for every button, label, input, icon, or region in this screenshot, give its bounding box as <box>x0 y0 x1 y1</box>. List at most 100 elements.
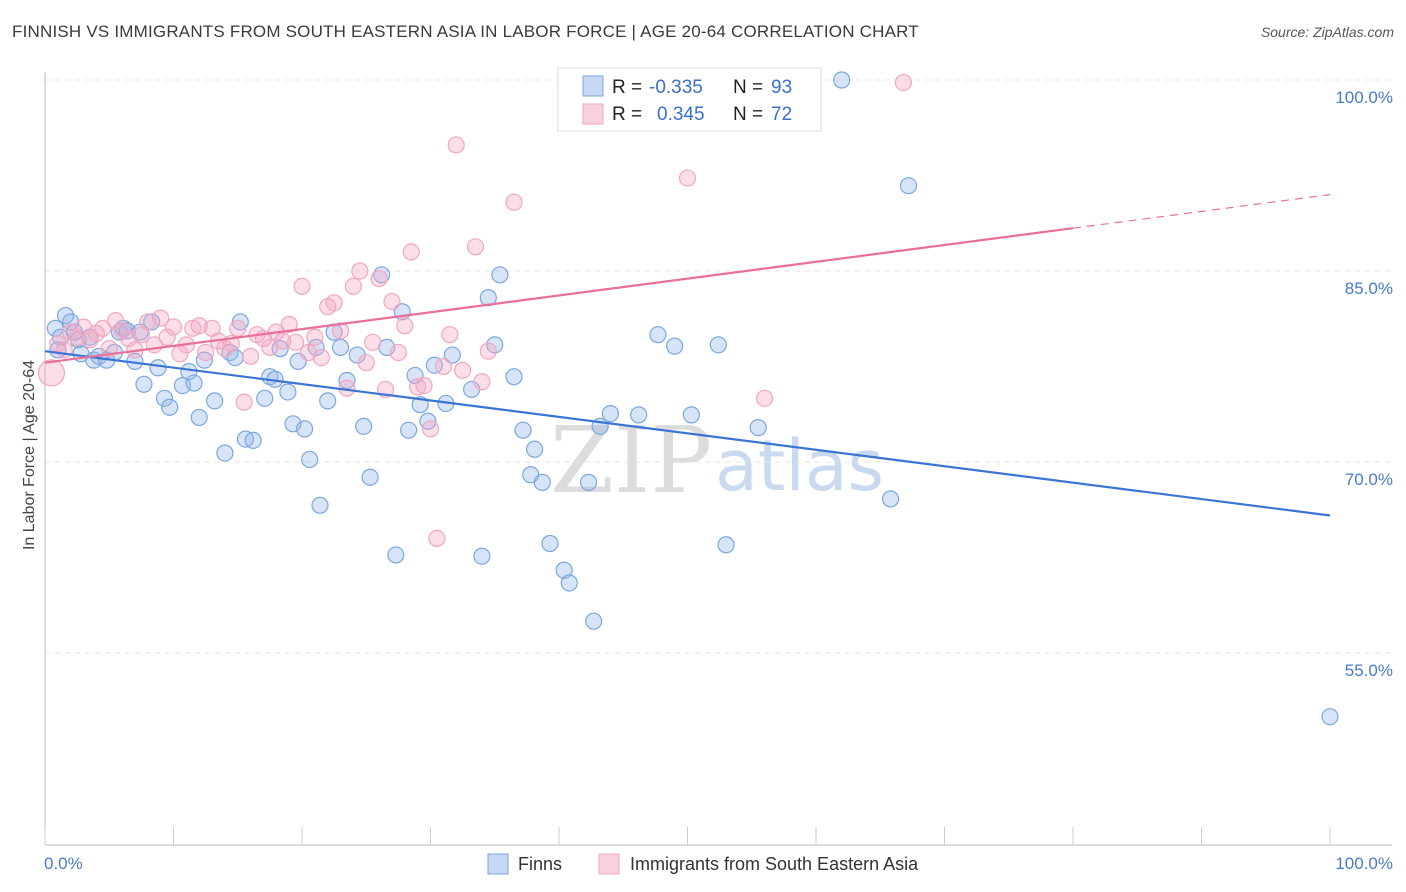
sea-n-value: 72 <box>771 104 792 125</box>
finns-point <box>709 336 727 354</box>
sea-point <box>81 331 99 349</box>
finns-point <box>630 406 648 424</box>
sea-point <box>396 317 414 335</box>
finns-point <box>319 392 337 410</box>
finns-point <box>514 421 532 439</box>
finns-point <box>899 177 918 195</box>
finns-n-label: N = <box>733 77 763 98</box>
finns-point <box>155 389 174 407</box>
sea-point <box>434 357 452 376</box>
sea-point <box>274 332 292 350</box>
finns-point <box>833 71 851 89</box>
finns-point <box>161 398 179 416</box>
sea-point <box>299 343 318 362</box>
finns-point <box>256 389 274 407</box>
finns-point <box>881 490 900 508</box>
sea-point <box>293 277 311 295</box>
finns-point <box>135 375 153 393</box>
sea-trend-line-extension <box>1072 194 1331 229</box>
sea-point <box>473 373 491 391</box>
finns-point <box>717 536 735 554</box>
finns-point <box>387 546 405 564</box>
finns-point <box>190 408 208 427</box>
sea-r-value: 0.345 <box>657 104 705 125</box>
sea-point <box>351 262 369 280</box>
finns-point <box>143 313 161 331</box>
finns-point <box>533 473 551 491</box>
finns-point <box>525 440 544 458</box>
finns-r-label: R = <box>612 77 642 98</box>
finns-point <box>541 534 559 553</box>
sea-point <box>235 393 253 411</box>
finns-bottom-label: Finns <box>518 854 562 874</box>
gridlines <box>45 79 1392 654</box>
finns-point <box>244 431 262 449</box>
y-tick-label: 70.0% <box>1345 470 1393 489</box>
series-legend: Finns Immigrants from South Eastern Asia <box>487 853 919 875</box>
sea-bottom-swatch <box>598 853 620 875</box>
sea-point <box>49 334 67 353</box>
sea-point <box>325 294 343 312</box>
trend-lines <box>44 194 1331 517</box>
finns-point <box>216 444 234 462</box>
finns-point <box>361 468 379 486</box>
finns-point <box>311 496 329 514</box>
sea-point <box>344 277 362 295</box>
finns-r-value: -0.335 <box>649 77 703 98</box>
watermark-zip: ZIP <box>550 407 712 514</box>
finns-point <box>62 313 80 331</box>
sea-point <box>286 333 305 351</box>
sea-point <box>441 326 459 344</box>
finns-point <box>206 392 224 410</box>
sea-point <box>447 136 465 154</box>
sea-point <box>409 378 427 396</box>
finns-point <box>301 450 319 469</box>
sea-trend-line <box>44 227 1074 364</box>
finns-point <box>579 473 598 491</box>
finns-point <box>400 421 418 439</box>
x-tick-label-min: 0.0% <box>44 854 83 873</box>
sea-point <box>152 309 170 327</box>
watermark-atlas: atlas <box>715 425 884 507</box>
sea-point <box>55 341 73 359</box>
finns-trend-line <box>44 350 1331 517</box>
sea-point <box>229 319 247 337</box>
finns-point <box>486 336 504 354</box>
y-tick-label: 100.0% <box>1335 88 1393 107</box>
finns-point <box>355 417 373 435</box>
sea-point <box>466 238 485 256</box>
finns-point <box>666 337 684 355</box>
sea-point <box>312 348 330 367</box>
sea-point <box>454 361 472 379</box>
sea-point <box>415 377 433 395</box>
sea-point <box>306 328 324 346</box>
source-credit: Source: ZipAtlas.com <box>1260 24 1394 40</box>
sea-point <box>428 529 446 548</box>
sea-point <box>94 319 112 337</box>
sea-point <box>158 328 176 346</box>
sea-point <box>164 318 183 336</box>
finns-point <box>149 359 167 377</box>
sea-point <box>370 270 388 288</box>
finns-point <box>295 420 314 438</box>
x-tick-label-max: 100.0% <box>1335 854 1393 873</box>
sea-bottom-label: Immigrants from South Eastern Asia <box>630 854 919 874</box>
y-axis-label: In Labor Force | Age 20-64 <box>21 360 38 550</box>
finns-point <box>279 383 297 401</box>
sea-point <box>139 313 157 331</box>
sea-point <box>383 292 401 311</box>
finns-point <box>505 368 523 386</box>
axes <box>44 72 1392 846</box>
sea-point <box>402 243 420 261</box>
sea-point <box>197 343 215 362</box>
finns-bottom-swatch <box>487 853 509 875</box>
sea-point <box>37 359 66 387</box>
sea-point <box>107 312 125 330</box>
y-tick-label: 85.0% <box>1345 279 1393 298</box>
finns-point <box>1321 708 1339 726</box>
finns-point <box>185 374 203 392</box>
sea-point <box>505 193 523 211</box>
y-tick-label: 55.0% <box>1345 661 1393 680</box>
sea-point <box>678 169 697 187</box>
